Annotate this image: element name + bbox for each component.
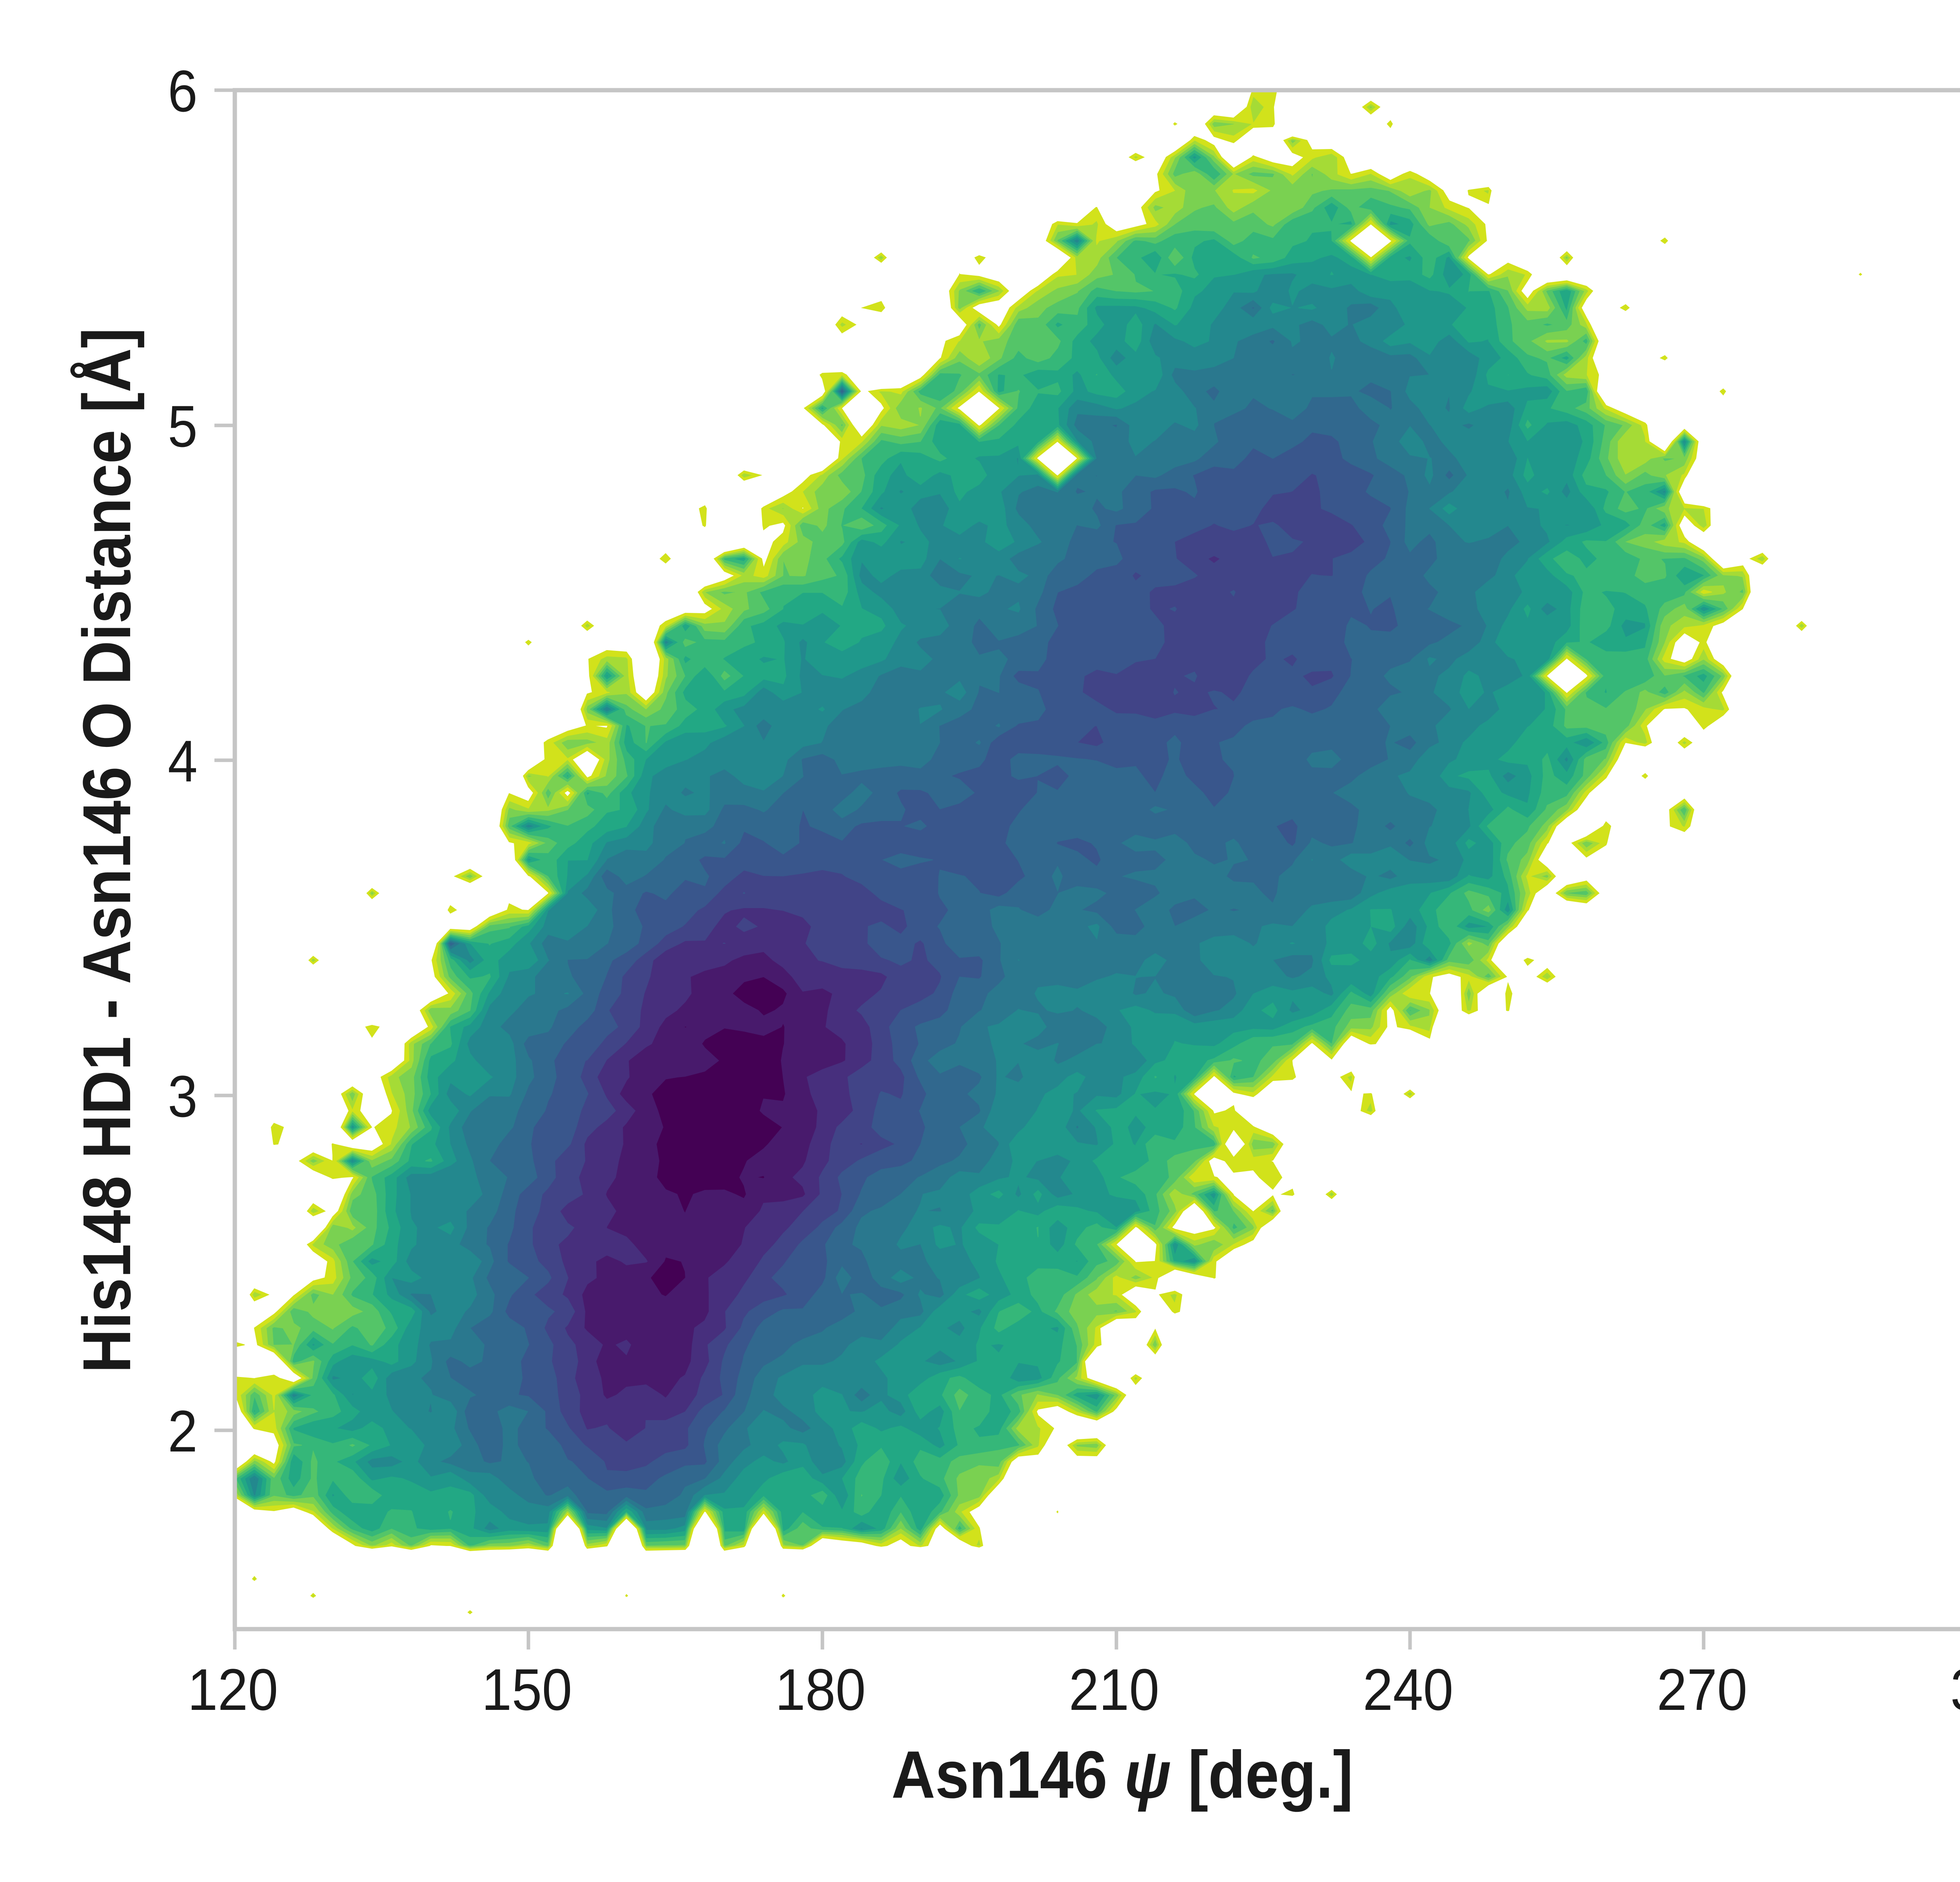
svg-text:180: 180: [775, 1657, 866, 1722]
svg-text:210: 210: [1069, 1657, 1160, 1722]
svg-text:300: 300: [1951, 1657, 1960, 1722]
svg-text:His148 HD1 - Asn146 O Distance: His148 HD1 - Asn146 O Distance [Å]: [69, 328, 145, 1373]
svg-text:4: 4: [168, 728, 198, 794]
svg-text:270: 270: [1657, 1657, 1748, 1722]
svg-text:5: 5: [168, 393, 198, 459]
svg-text:240: 240: [1363, 1657, 1454, 1722]
svg-text:Asn146 ψ [deg.]: Asn146 ψ [deg.]: [891, 1737, 1353, 1812]
svg-text:6: 6: [168, 58, 198, 124]
svg-text:120: 120: [188, 1657, 278, 1722]
svg-text:3: 3: [168, 1063, 198, 1129]
svg-text:2: 2: [168, 1398, 198, 1464]
svg-text:150: 150: [482, 1657, 572, 1722]
